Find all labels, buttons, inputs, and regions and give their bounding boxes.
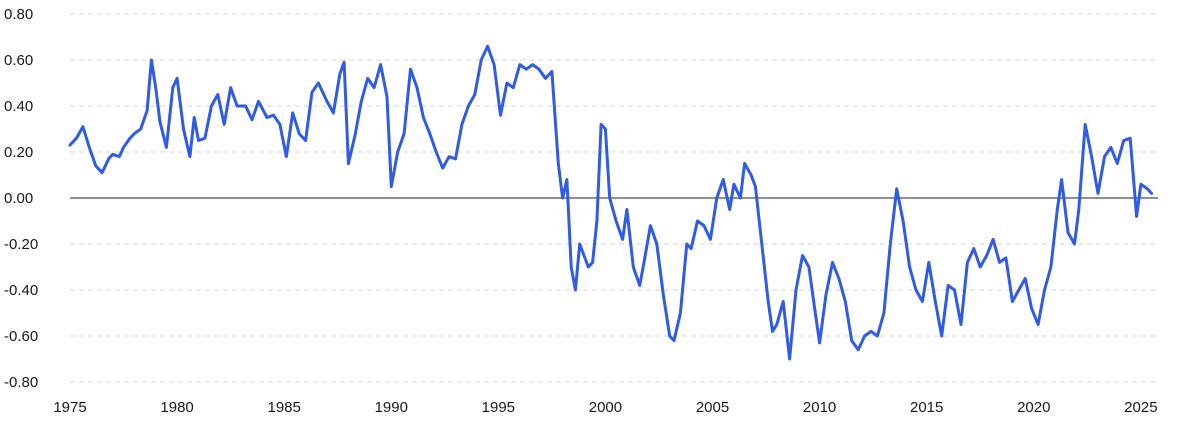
y-tick-label: 0.00 [4, 190, 33, 207]
x-tick-label: 2020 [1017, 399, 1050, 416]
x-tick-label: 1985 [267, 399, 300, 416]
x-tick-label: 1995 [482, 399, 515, 416]
series-line [68, 44, 1154, 361]
x-tick-label: 2015 [910, 399, 943, 416]
x-tick-label: 2000 [589, 399, 622, 416]
x-axis-tick-labels: 1975 1980 1985 1990 1995 2000 2005 2010 2015 2020… [53, 399, 1157, 416]
y-tick-label: -0.40 [4, 282, 38, 299]
x-tick-label: 1975 [53, 399, 86, 416]
y-axis-tick-labels: 0.80 0.60 0.40 0.20 0.00 -0.20 -0.40 -0.60 -0.80 [4, 6, 38, 391]
y-tick-label: 0.40 [4, 98, 33, 115]
x-tick-label: 1990 [375, 399, 408, 416]
series-layer [68, 44, 1154, 361]
y-tick-label: -0.60 [4, 328, 38, 345]
y-tick-label: 0.60 [4, 52, 33, 69]
y-tick-label: -0.80 [4, 374, 38, 391]
gridlines [70, 13, 1158, 383]
x-tick-label: 2010 [803, 399, 836, 416]
y-tick-label: 0.80 [4, 6, 33, 23]
x-tick-label: 2025 [1124, 399, 1157, 416]
y-tick-label: 0.20 [4, 144, 33, 161]
x-tick-label: 1980 [160, 399, 193, 416]
x-tick-label: 2005 [696, 399, 729, 416]
y-tick-label: -0.20 [4, 236, 38, 253]
